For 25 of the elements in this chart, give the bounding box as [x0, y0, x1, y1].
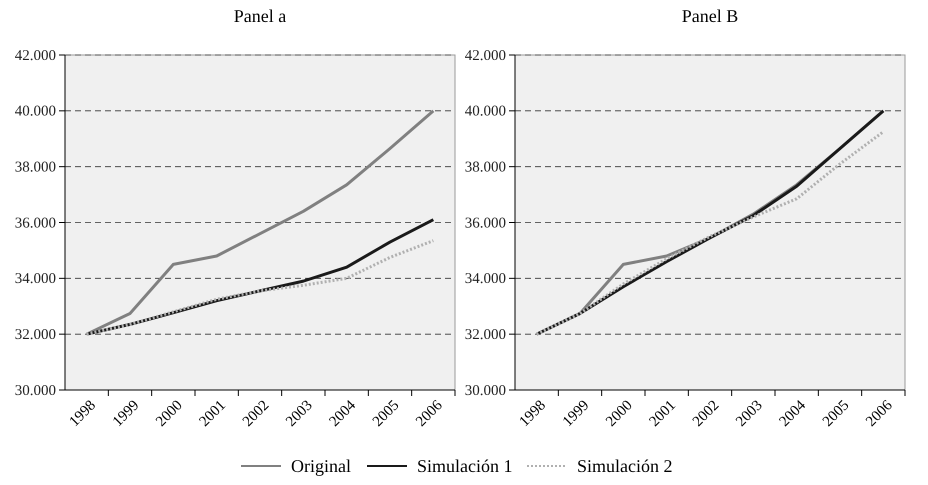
legend-label: Original	[291, 456, 351, 476]
x-tick-label: 1998	[66, 397, 100, 430]
y-tick-label: 38.000	[14, 159, 56, 176]
line-series	[85, 239, 435, 336]
x-tick-label: 2001	[196, 397, 230, 430]
y-tick-label: 42.000	[14, 48, 56, 64]
y-tick-label: 32.000	[14, 326, 56, 343]
y-tick-label: 34.000	[464, 271, 506, 288]
y-tick-label: 42.000	[464, 48, 506, 64]
y-tick-label: 40.000	[14, 104, 56, 120]
chart-title: Panel B	[682, 6, 738, 26]
y-tick-label: 34.000	[14, 271, 56, 288]
y-tick-label: 38.000	[464, 159, 506, 176]
x-tick-label: 1998	[516, 397, 550, 430]
y-tick-label: 40.000	[464, 104, 506, 120]
line-series	[85, 109, 435, 336]
y-tick-label: 32.000	[464, 326, 506, 343]
y-tick-label: 36.000	[464, 215, 506, 232]
y-tick-label: 30.000	[464, 382, 506, 399]
y-tick-label: 30.000	[14, 382, 56, 399]
legend-label: Simulación 1	[417, 456, 512, 476]
y-tick-label: 36.000	[14, 215, 56, 232]
x-tick-label: 2001	[646, 397, 680, 430]
chart-title: Panel a	[234, 6, 286, 26]
legend-label: Simulación 2	[577, 456, 672, 476]
